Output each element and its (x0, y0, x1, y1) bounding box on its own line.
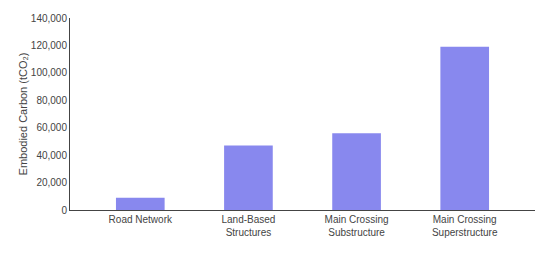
svg-text:Main CrossingSubstructure: Main CrossingSubstructure (325, 214, 389, 238)
svg-text:Embodied Carbon (tCO₂): Embodied Carbon (tCO₂) (17, 53, 29, 176)
svg-text:0: 0 (61, 205, 67, 216)
svg-text:80,000: 80,000 (36, 95, 67, 106)
svg-text:Main CrossingSuperstructure: Main CrossingSuperstructure (432, 214, 498, 238)
svg-text:40,000: 40,000 (36, 150, 67, 161)
svg-text:20,000: 20,000 (36, 177, 67, 188)
svg-text:Road Network: Road Network (109, 214, 173, 225)
svg-text:100,000: 100,000 (31, 67, 68, 78)
svg-text:140,000: 140,000 (31, 13, 68, 24)
svg-text:120,000: 120,000 (31, 40, 68, 51)
svg-text:60,000: 60,000 (36, 122, 67, 133)
svg-text:Land-BasedStructures: Land-BasedStructures (221, 214, 275, 238)
